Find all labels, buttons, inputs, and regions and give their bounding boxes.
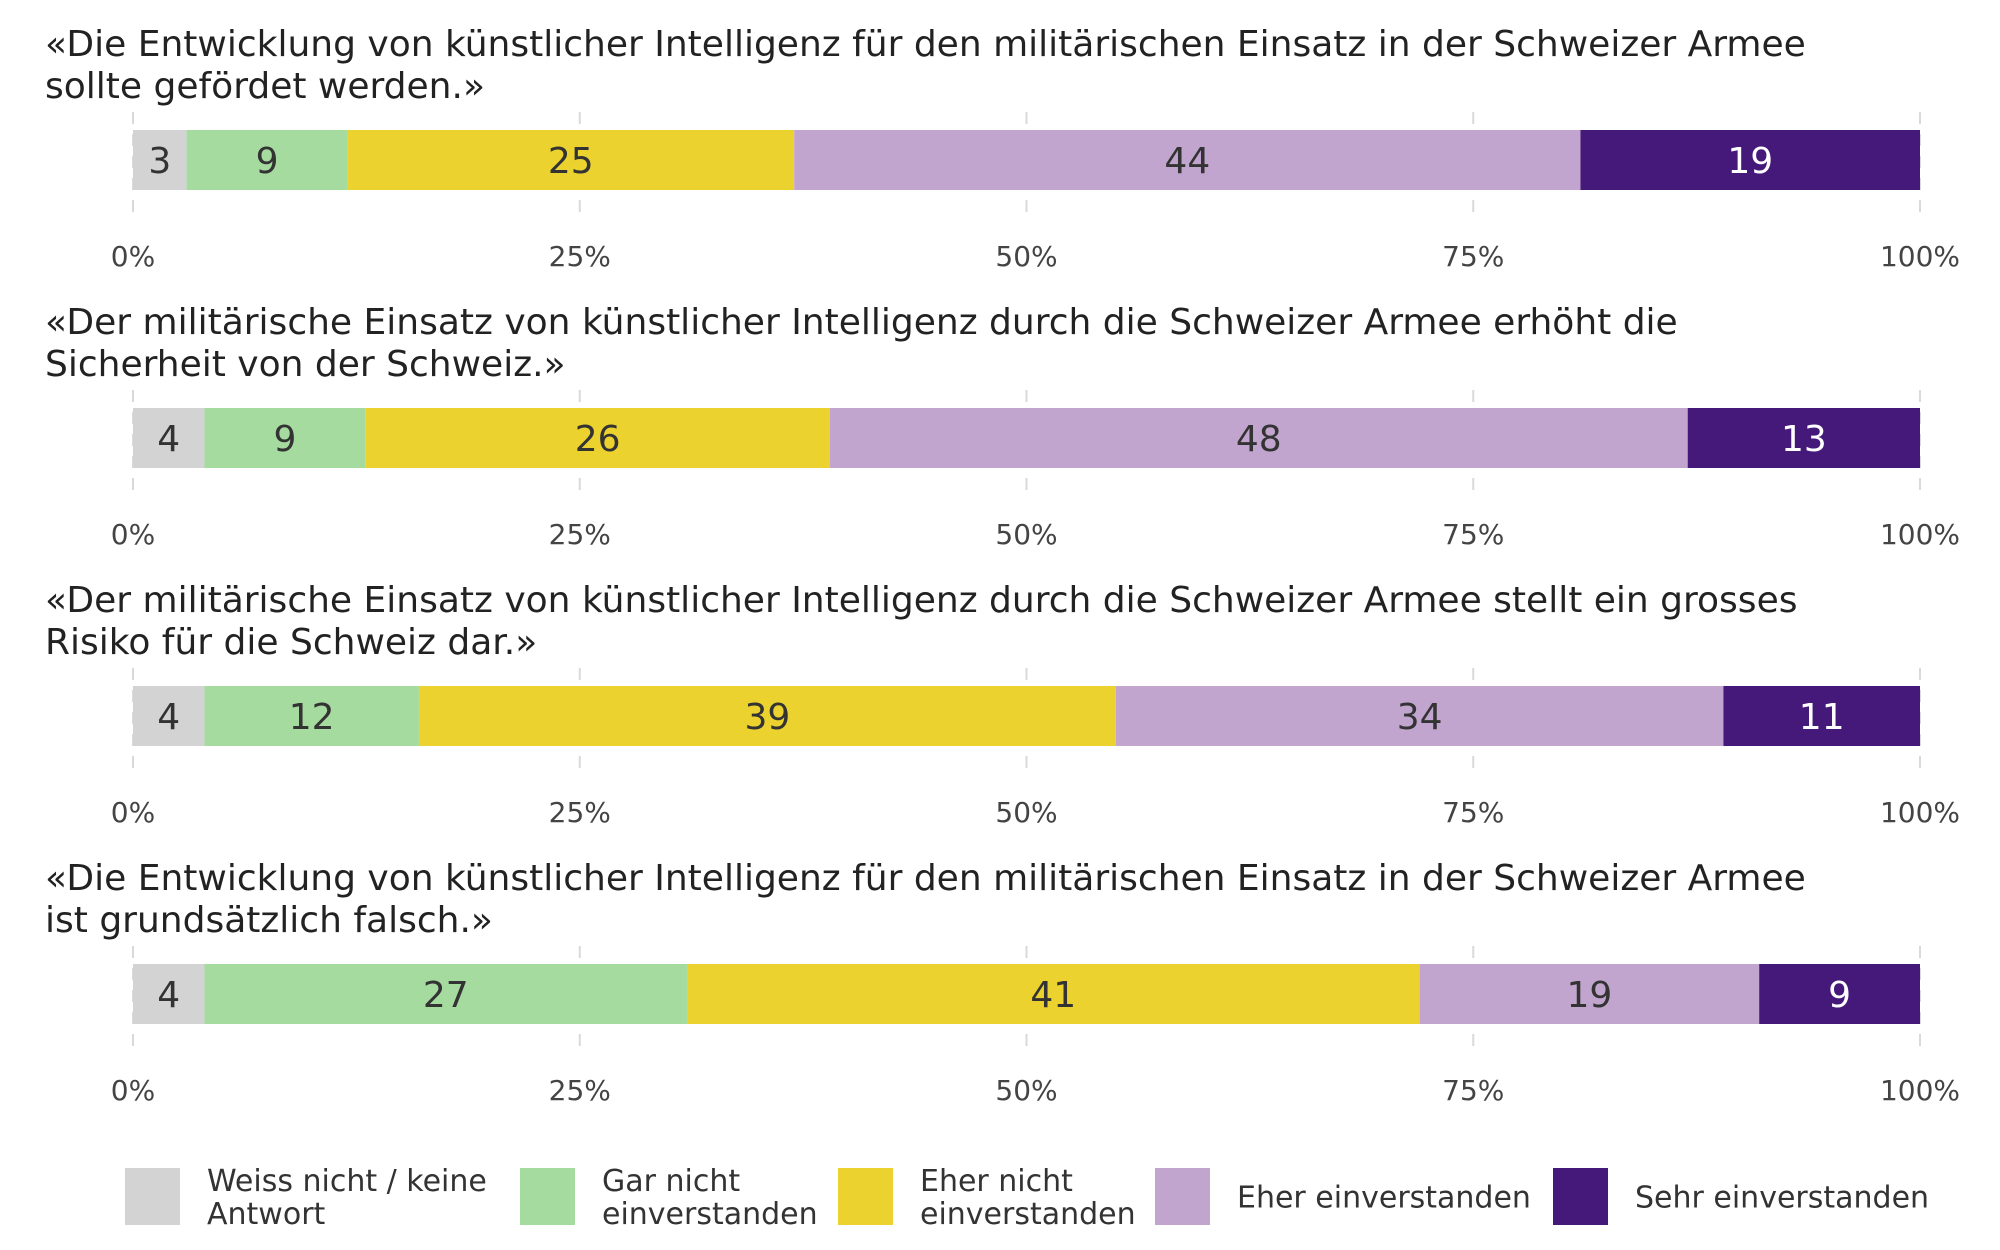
- legend-swatch-gn: [520, 1168, 575, 1225]
- x-tick-label: 0%: [111, 796, 155, 829]
- data-label-wn: 4: [157, 975, 180, 1016]
- panel-title-line: sollte gefördet werden.»: [45, 66, 485, 107]
- bar-segment-se: [1580, 130, 1920, 190]
- panel-title-line: ist grundsätzlich falsch.»: [45, 900, 493, 941]
- x-tick-label: 100%: [1880, 240, 1960, 273]
- legend-swatch-wn: [125, 1168, 180, 1225]
- data-label-se: 13: [1781, 419, 1827, 460]
- bar-segment-en: [347, 130, 795, 190]
- x-tick-label: 0%: [111, 240, 155, 273]
- data-label-se: 19: [1727, 141, 1773, 182]
- data-label-gn: 12: [289, 697, 335, 738]
- bar-segment-en: [365, 408, 830, 468]
- bar-segment-ee: [829, 408, 1688, 468]
- legend-label: Eher einverstanden: [1237, 1181, 1531, 1216]
- panel-2: «Der militärische Einsatz von künstliche…: [45, 302, 1960, 551]
- bar-segment-ee: [1115, 686, 1724, 746]
- legend-label: Gar nicht: [602, 1164, 740, 1199]
- data-label-gn: 27: [423, 975, 469, 1016]
- data-label-ee: 34: [1397, 697, 1443, 738]
- legend-label: einverstanden: [920, 1197, 1136, 1232]
- bar-segment-se: [1759, 964, 1920, 1024]
- data-label-se: 11: [1799, 697, 1845, 738]
- data-label-ee: 44: [1164, 141, 1210, 182]
- panel-title-line: Risiko für die Schweiz dar.»: [45, 622, 537, 663]
- bar-segment-gn: [204, 408, 366, 468]
- bar-segment-se: [1687, 408, 1920, 468]
- data-label-en: 39: [744, 697, 790, 738]
- x-tick-label: 50%: [995, 240, 1057, 273]
- data-label-se: 9: [1828, 975, 1851, 1016]
- x-tick-label: 50%: [995, 1074, 1057, 1107]
- x-tick-label: 100%: [1880, 518, 1960, 551]
- panel-title-line: «Die Entwicklung von künstlicher Intelli…: [45, 858, 1806, 899]
- bar-segment-wn: [133, 686, 205, 746]
- legend-item-se: Sehr einverstanden: [1553, 1168, 1929, 1225]
- bar-segment-wn: [133, 130, 187, 190]
- legend-label: einverstanden: [602, 1197, 818, 1232]
- x-tick-label: 50%: [995, 796, 1057, 829]
- bar-segment-ee: [1419, 964, 1760, 1024]
- bar-segment-gn: [186, 130, 348, 190]
- data-label-en: 25: [548, 141, 594, 182]
- panel-title-line: «Der militärische Einsatz von künstliche…: [45, 580, 1797, 621]
- legend-swatch-se: [1553, 1168, 1608, 1225]
- panel-title-line: Sicherheit von der Schweiz.»: [45, 344, 566, 385]
- data-label-wn: 3: [148, 141, 171, 182]
- legend-swatch-ee: [1155, 1168, 1210, 1225]
- panel-title-line: «Die Entwicklung von künstlicher Intelli…: [45, 24, 1806, 65]
- panel-1: «Die Entwicklung von künstlicher Intelli…: [45, 24, 1960, 273]
- x-tick-label: 75%: [1442, 240, 1504, 273]
- bar-segment-wn: [133, 408, 205, 468]
- x-tick-label: 100%: [1880, 1074, 1960, 1107]
- bar-segment-gn: [204, 964, 687, 1024]
- bar-segment-en: [418, 686, 1116, 746]
- legend-label: Weiss nicht / keine: [207, 1164, 487, 1199]
- x-tick-label: 0%: [111, 1074, 155, 1107]
- x-tick-label: 50%: [995, 518, 1057, 551]
- legend-label: Sehr einverstanden: [1635, 1181, 1929, 1216]
- x-tick-label: 75%: [1442, 1074, 1504, 1107]
- x-tick-label: 100%: [1880, 796, 1960, 829]
- legend-label: Antwort: [207, 1197, 326, 1232]
- bar-segment-wn: [133, 964, 205, 1024]
- legend-item-ee: Eher einverstanden: [1155, 1168, 1531, 1225]
- bar-segment-ee: [794, 130, 1581, 190]
- legend-label: Eher nicht: [920, 1164, 1073, 1199]
- bar-segment-en: [686, 964, 1420, 1024]
- x-tick-label: 25%: [549, 1074, 611, 1107]
- panel-3: «Der militärische Einsatz von künstliche…: [45, 580, 1960, 829]
- data-label-wn: 4: [157, 697, 180, 738]
- x-tick-label: 75%: [1442, 796, 1504, 829]
- x-tick-label: 0%: [111, 518, 155, 551]
- data-label-ee: 48: [1236, 419, 1282, 460]
- data-label-gn: 9: [256, 141, 279, 182]
- x-tick-label: 75%: [1442, 518, 1504, 551]
- legend-swatch-en: [838, 1168, 893, 1225]
- x-tick-label: 25%: [549, 796, 611, 829]
- x-tick-label: 25%: [549, 518, 611, 551]
- x-tick-label: 25%: [549, 240, 611, 273]
- data-label-en: 41: [1030, 975, 1076, 1016]
- bar-segment-se: [1723, 686, 1920, 746]
- bar-segment-gn: [204, 686, 419, 746]
- panel-title-line: «Der militärische Einsatz von künstliche…: [45, 302, 1678, 343]
- data-label-wn: 4: [157, 419, 180, 460]
- data-label-en: 26: [575, 419, 621, 460]
- panel-4: «Die Entwicklung von künstlicher Intelli…: [45, 858, 1960, 1107]
- data-label-gn: 9: [273, 419, 296, 460]
- data-label-ee: 19: [1566, 975, 1612, 1016]
